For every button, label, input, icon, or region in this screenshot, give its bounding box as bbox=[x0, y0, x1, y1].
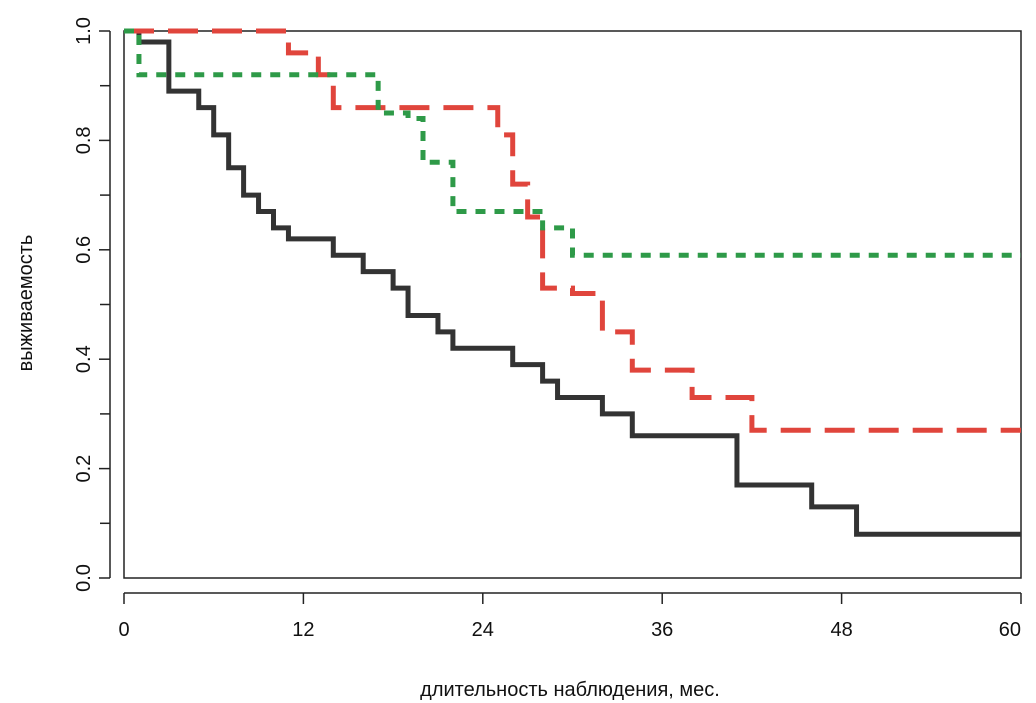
y-tick-label: 0.0 bbox=[73, 564, 95, 592]
x-tick-label: 60 bbox=[999, 619, 1021, 641]
x-axis-label: длительность наблюдения, мес. bbox=[420, 679, 720, 701]
x-tick-label: 12 bbox=[292, 619, 314, 641]
x-tick-label: 0 bbox=[118, 619, 129, 641]
y-axis-label: выживаемость bbox=[15, 235, 37, 372]
y-tick-label: 1.0 bbox=[73, 17, 95, 45]
plot-frame bbox=[123, 30, 1022, 579]
y-tick-label: 0.8 bbox=[73, 126, 95, 154]
axes bbox=[109, 30, 1022, 594]
x-tick-label: 48 bbox=[830, 619, 852, 641]
x-tick-label: 36 bbox=[651, 619, 673, 641]
y-tick-label: 0.6 bbox=[73, 236, 95, 264]
series-layer bbox=[124, 28, 1021, 537]
x-tick-label: 24 bbox=[472, 619, 494, 641]
series-line-2 bbox=[124, 28, 1021, 433]
ticks-layer: 0 12 24 36 48 60 0.0 0.2 0.4 0.6 0.8 1.0 bbox=[73, 17, 1022, 641]
y-tick-label: 0.4 bbox=[73, 345, 95, 373]
y-tick-label: 0.2 bbox=[73, 455, 95, 483]
series-line-1 bbox=[124, 28, 1021, 537]
series-line-3 bbox=[124, 28, 1021, 258]
